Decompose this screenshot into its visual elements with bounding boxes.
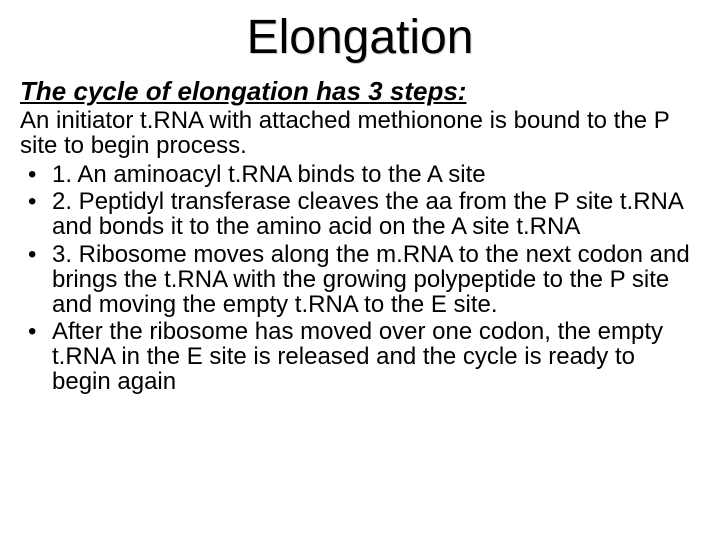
bullet-list: 1. An aminoacyl t.RNA binds to the A sit… <box>20 162 700 395</box>
list-item: After the ribosome has moved over one co… <box>28 319 700 395</box>
subtitle-heading: The cycle of elongation has 3 steps: <box>20 77 700 106</box>
list-item: 3. Ribosome moves along the m.RNA to the… <box>28 242 700 318</box>
list-item: 1. An aminoacyl t.RNA binds to the A sit… <box>28 162 700 187</box>
page-title: Elongation <box>20 10 700 65</box>
list-item: 2. Peptidyl transferase cleaves the aa f… <box>28 189 700 239</box>
intro-text: An initiator t.RNA with attached methion… <box>20 108 700 158</box>
